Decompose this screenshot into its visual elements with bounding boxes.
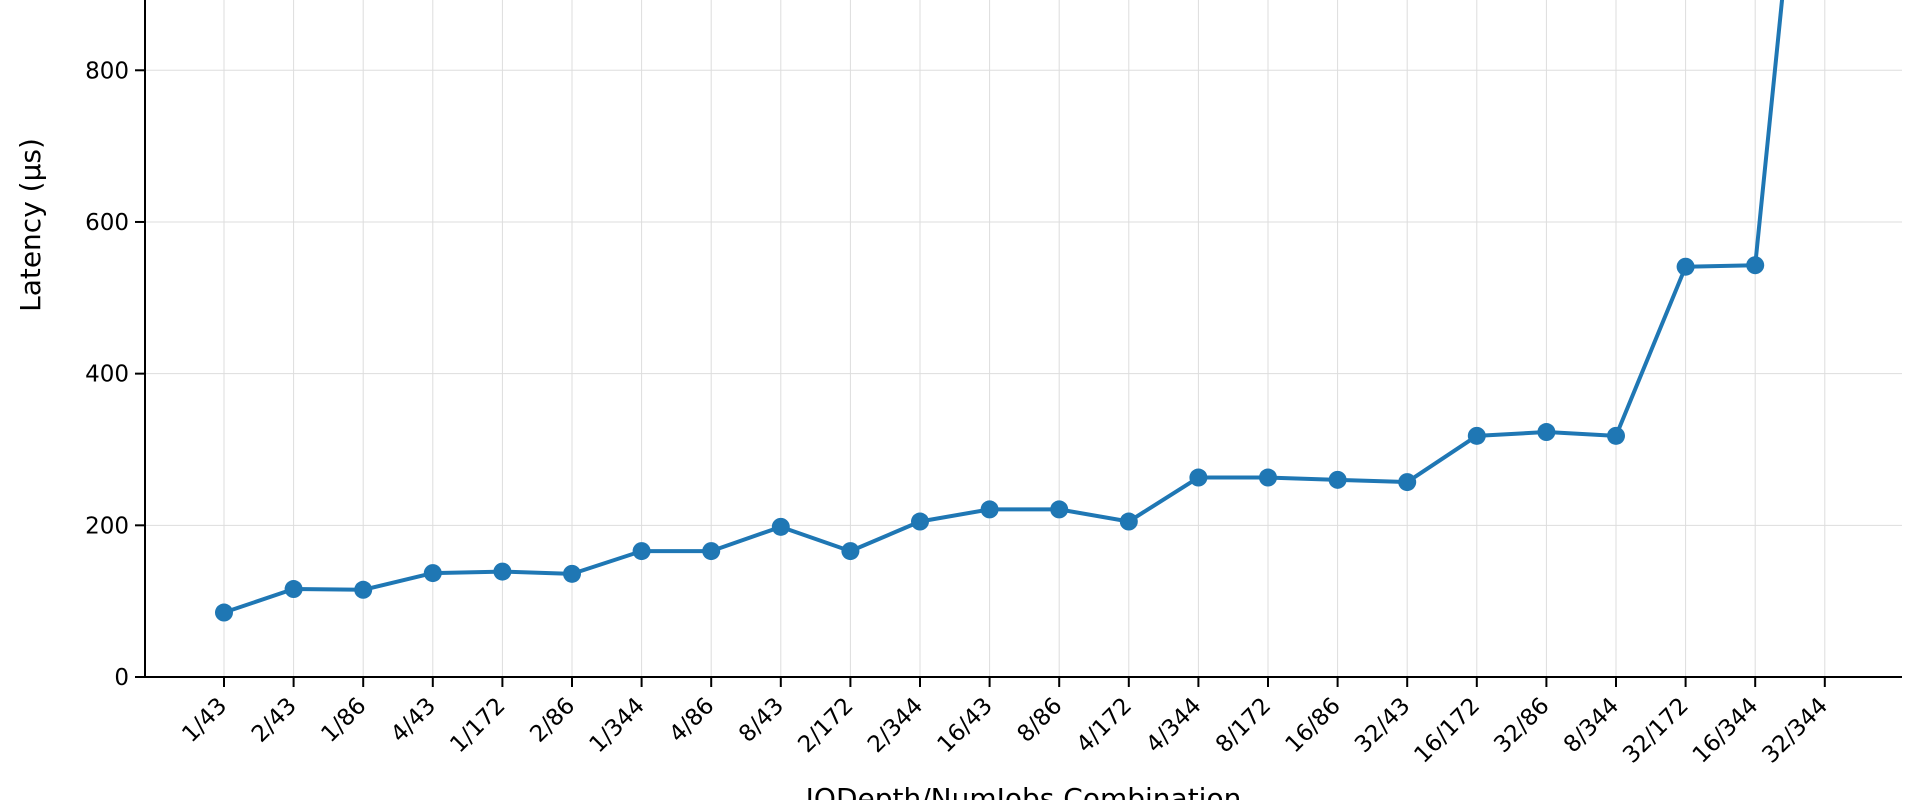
data-point — [702, 542, 721, 561]
x-tick-label: 4/86 — [665, 693, 720, 748]
data-point — [841, 542, 860, 561]
y-tick-label: 400 — [85, 362, 129, 388]
data-point — [980, 500, 999, 519]
y-axis-label: Latency (µs) — [14, 138, 47, 312]
data-point — [423, 564, 442, 583]
series-line — [222, 0, 1785, 615]
x-tick-label: 1/172 — [445, 693, 510, 758]
data-point — [1467, 426, 1486, 445]
x-tick-label: 16/43 — [933, 693, 998, 758]
x-tick-label: 32/43 — [1350, 693, 1415, 758]
data-point — [563, 564, 581, 583]
data-point — [284, 580, 303, 599]
x-tick-label: 16/172 — [1409, 693, 1485, 769]
y-tick-label: 200 — [85, 513, 129, 539]
y-tick-label: 0 — [114, 665, 129, 691]
data-point — [354, 580, 373, 599]
data-point — [1607, 426, 1625, 445]
data-point — [1398, 473, 1417, 492]
data-point — [493, 562, 512, 581]
data-point — [632, 542, 651, 561]
data-point — [1537, 423, 1556, 442]
x-axis-label: IODepth/NumJobs Combination — [806, 782, 1242, 800]
x-tick-label: 32/86 — [1489, 693, 1554, 758]
x-tick-label: 1/344 — [585, 693, 650, 758]
grid-lines — [145, 0, 1902, 678]
x-tick-label: 1/43 — [177, 693, 232, 748]
data-point — [1189, 468, 1208, 487]
data-point — [1676, 257, 1695, 276]
x-tick-label: 2/43 — [247, 693, 302, 748]
x-tick-label: 2/344 — [863, 693, 928, 758]
series-layer — [215, 0, 1785, 622]
x-tick-label: 2/86 — [525, 693, 580, 748]
x-tick-label: 8/172 — [1211, 693, 1276, 758]
data-point — [1746, 256, 1765, 275]
data-point — [771, 517, 790, 536]
data-point — [215, 603, 233, 622]
y-tick-label: 600 — [85, 210, 129, 236]
data-point — [1328, 470, 1347, 489]
x-tick-label: 4/344 — [1141, 693, 1206, 758]
x-tick-label: 32/172 — [1618, 693, 1694, 769]
data-point — [911, 512, 929, 531]
data-point — [1050, 500, 1069, 519]
axes — [144, 0, 1902, 678]
tick-layer: 1/43 2/43 1/86 4/43 1/172 2/86 1/344 4/86 8/43 2/… — [85, 58, 1833, 768]
x-tick-label: 16/86 — [1281, 693, 1346, 758]
x-tick-label: 8/86 — [1013, 693, 1068, 748]
x-tick-label: 16/344 — [1688, 693, 1764, 769]
x-tick-label: 4/43 — [386, 693, 441, 748]
x-tick-label: 32/344 — [1757, 693, 1833, 769]
data-point — [1259, 468, 1277, 487]
x-tick-label: 8/344 — [1559, 693, 1624, 758]
x-tick-label: 4/172 — [1072, 693, 1137, 758]
x-tick-label: 1/86 — [317, 693, 372, 748]
y-tick-label: 800 — [85, 58, 129, 84]
x-tick-label: 8/43 — [734, 693, 789, 748]
x-tick-label: 2/172 — [793, 693, 858, 758]
data-point — [1119, 512, 1138, 531]
